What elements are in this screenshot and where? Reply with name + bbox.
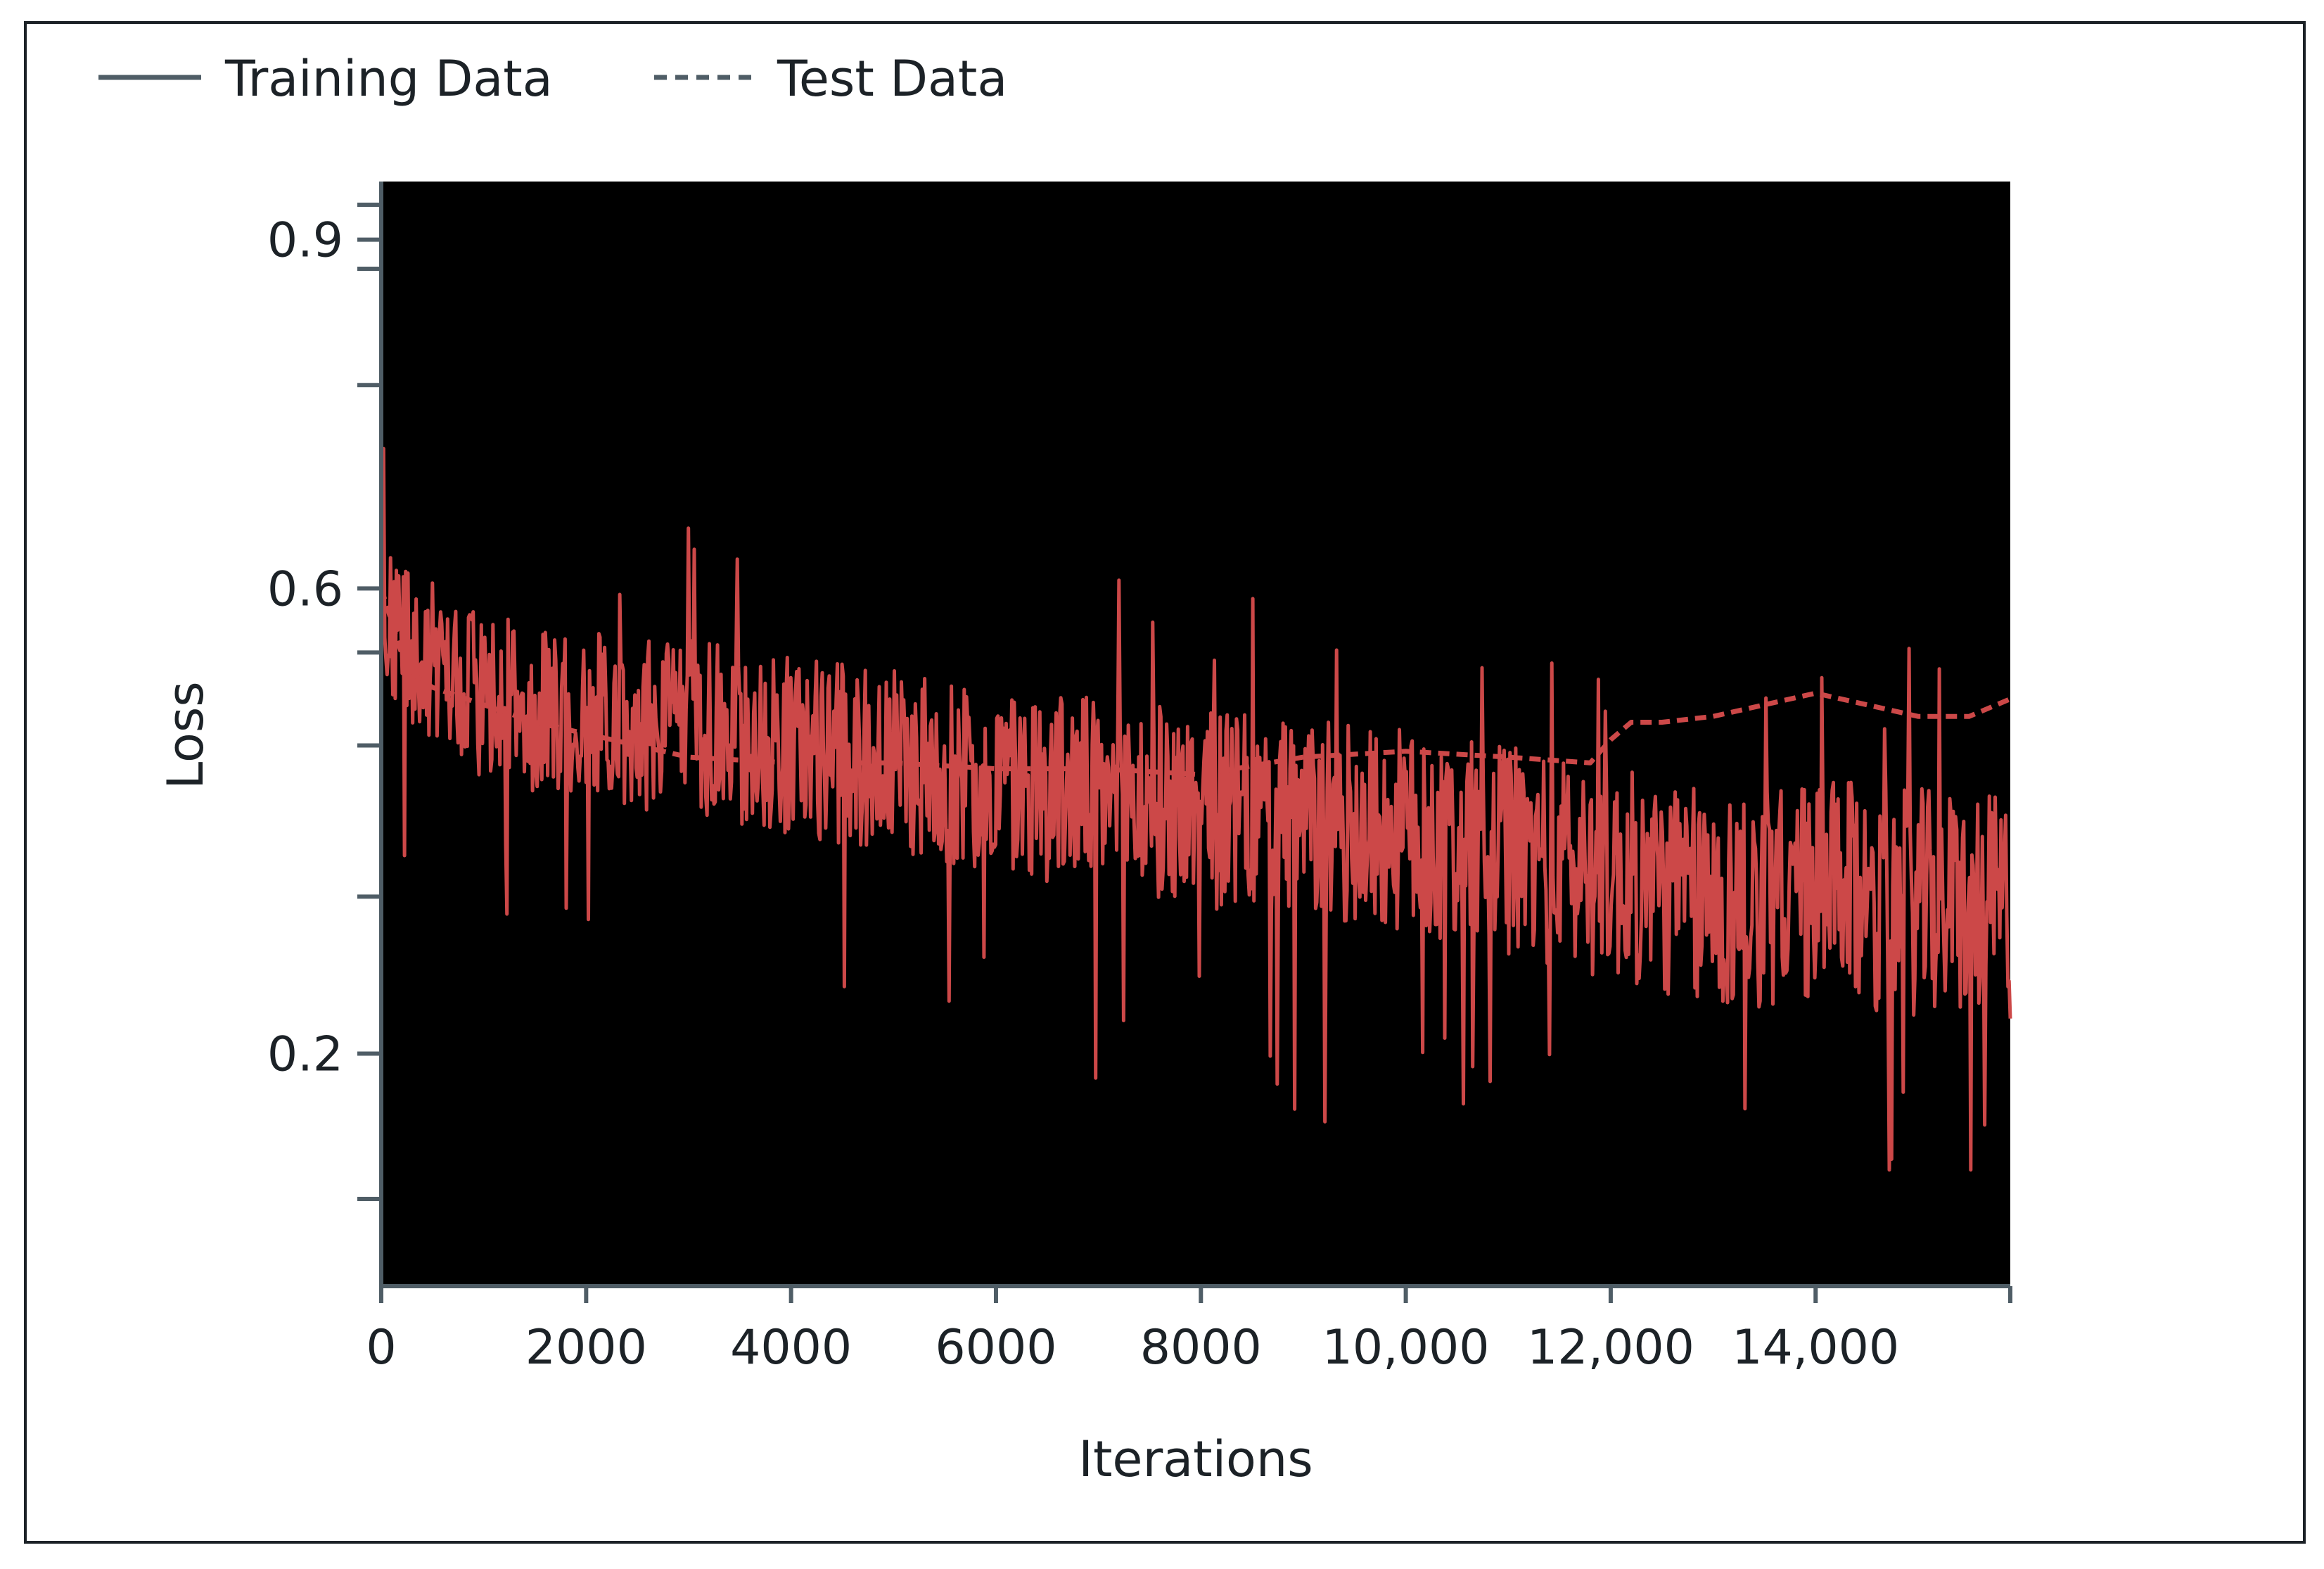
series-line-training [379, 447, 2012, 1172]
x-axis-title: Iterations [1078, 1430, 1313, 1488]
legend-label-training: Training Data [224, 50, 553, 108]
legend-label-test: Test Data [777, 50, 1007, 108]
legend: Training Data Test Data [98, 50, 1007, 108]
x-tick-label-5: 10,000 [1322, 1320, 1490, 1376]
axes: 0 2000 4000 6000 8000 10,000 12,000 14,000 0.2 0.… [267, 182, 2012, 1376]
x-tick-label-3: 6000 [935, 1320, 1056, 1376]
y-tick-label-0: 0.2 [267, 1027, 343, 1082]
series-layer [378, 447, 2012, 1172]
y-axis-title: Loss [157, 681, 215, 789]
series-line-test [378, 587, 2012, 777]
y-tick-label-1: 0.6 [267, 561, 343, 617]
x-tick-label-6: 12,000 [1527, 1320, 1694, 1376]
x-tick-label-4: 8000 [1140, 1320, 1262, 1376]
x-tick-label-7: 14,000 [1732, 1320, 1899, 1376]
x-tick-label-0: 0 [366, 1320, 396, 1376]
x-tick-label-1: 2000 [525, 1320, 647, 1376]
x-tick-label-2: 4000 [730, 1320, 852, 1376]
y-tick-label-2: 0.9 [267, 213, 343, 269]
